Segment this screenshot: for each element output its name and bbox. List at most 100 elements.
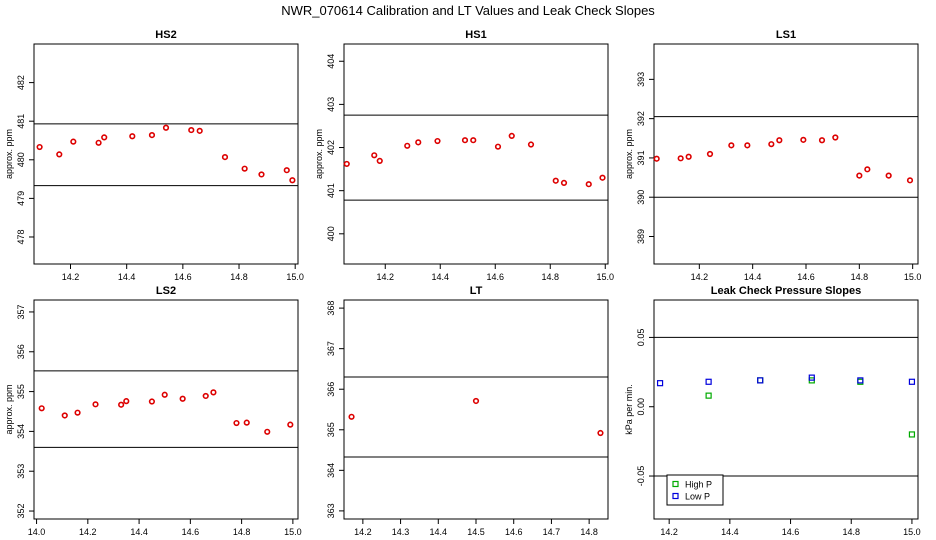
data-point — [885, 172, 892, 179]
y-tick-label: 356 — [16, 344, 26, 359]
data-point — [70, 138, 77, 145]
data-point — [776, 137, 783, 144]
x-tick-label: 14.4 — [744, 272, 762, 282]
x-tick-label: 14.8 — [851, 272, 869, 282]
data-point — [434, 137, 441, 145]
data-point — [38, 405, 45, 412]
data-point — [129, 133, 136, 140]
data-point — [508, 132, 515, 139]
y-axis-label: approx. ppm — [4, 129, 14, 179]
x-tick-label: 14.2 — [691, 272, 709, 282]
y-tick-label: 368 — [326, 301, 336, 316]
x-tick-label: 15.0 — [596, 272, 614, 282]
x-tick-label: 14.6 — [797, 272, 815, 282]
y-tick-label: -0.05 — [636, 466, 646, 487]
x-tick-label: 14.5 — [467, 527, 485, 537]
y-tick-label: 355 — [16, 384, 26, 399]
x-tick-label: 14.4 — [431, 272, 449, 282]
x-tick-label: 14.8 — [233, 527, 251, 537]
data-point — [61, 412, 68, 419]
data-point — [494, 143, 502, 150]
y-tick-label: 481 — [16, 114, 26, 129]
data-point — [287, 421, 294, 428]
x-tick-label: 14.2 — [376, 272, 394, 282]
y-tick-label: 364 — [326, 463, 336, 478]
panel-title: LS2 — [156, 285, 176, 297]
x-tick-label: 14.6 — [486, 272, 504, 282]
chart-panels: HS2 14.2 14.4 14.6 14.8 15.0 478 479 480 481 482 ap… — [4, 29, 921, 537]
x-tick-label: 14.7 — [543, 527, 561, 537]
y-tick-label: 366 — [326, 382, 336, 397]
data-point — [818, 137, 826, 144]
data-point — [527, 141, 535, 148]
x-tick-label: 14.0 — [28, 527, 46, 537]
data-point — [56, 151, 63, 158]
data-point — [461, 137, 469, 144]
data-point — [101, 134, 108, 141]
y-tick-label: 352 — [16, 504, 26, 519]
data-point — [376, 157, 383, 165]
y-tick-label: 402 — [326, 140, 336, 155]
data-point — [95, 139, 102, 146]
y-tick-label: 363 — [326, 503, 336, 518]
data-point — [74, 409, 81, 416]
legend: High P Low P — [666, 474, 724, 506]
data-point — [123, 398, 130, 405]
data-point — [162, 124, 170, 131]
data-point — [188, 126, 195, 134]
y-tick-label: 478 — [16, 229, 26, 244]
x-tick-label: 14.2 — [660, 527, 678, 537]
data-point — [202, 392, 209, 400]
legend-label: Low P — [685, 492, 710, 502]
data-point — [343, 160, 350, 168]
y-axis-label: approx. ppm — [624, 129, 634, 179]
data-point — [857, 377, 864, 384]
data-point — [599, 174, 606, 181]
data-point — [196, 127, 203, 134]
data-point — [656, 380, 664, 387]
data-point — [768, 141, 775, 148]
panel-title: HS2 — [155, 29, 176, 41]
plot-frame — [653, 299, 919, 520]
panel-4: LS2 14.0 14.2 14.4 14.6 14.8 15.0 352 353 354 355 3… — [4, 285, 302, 537]
plot-frame — [653, 43, 919, 265]
data-point — [908, 431, 916, 438]
x-tick-label: 14.4 — [430, 527, 448, 537]
data-point — [241, 165, 248, 172]
data-point — [585, 181, 592, 188]
data-point — [857, 378, 864, 385]
data-point — [210, 389, 217, 396]
x-tick-label: 14.2 — [62, 272, 80, 282]
plot-frame — [33, 43, 299, 265]
data-point — [832, 134, 839, 141]
legend-marker — [672, 480, 679, 488]
x-tick-label: 15.0 — [904, 272, 922, 282]
data-point — [856, 172, 863, 179]
y-tick-label: 353 — [16, 464, 26, 479]
panel-title: Leak Check Pressure Slopes — [711, 285, 861, 297]
y-tick-label: 357 — [16, 304, 26, 319]
data-point — [92, 401, 99, 408]
data-point — [706, 150, 714, 158]
y-tick-label: 479 — [16, 191, 26, 206]
x-tick-label: 14.4 — [721, 527, 739, 537]
y-tick-label: 0.05 — [636, 329, 646, 347]
data-point — [470, 137, 477, 144]
figure-title: NWR_070614 Calibration and LT Values and… — [281, 3, 655, 18]
data-point — [179, 395, 186, 402]
data-point — [221, 153, 229, 161]
y-tick-label: 391 — [636, 150, 646, 165]
data-point — [258, 171, 265, 178]
y-tick-label: 480 — [16, 152, 26, 167]
data-point — [906, 177, 914, 184]
data-point — [404, 142, 411, 149]
data-point — [560, 179, 568, 187]
data-point — [36, 143, 43, 151]
panel-2: HS1 14.2 14.4 14.6 14.8 15.0 400 401 402 403 404 ap… — [314, 29, 614, 282]
panel-title: LS1 — [776, 29, 796, 41]
data-point — [800, 136, 807, 143]
data-point — [283, 167, 290, 174]
x-tick-label: 14.8 — [230, 272, 248, 282]
panel-title: LT — [470, 285, 483, 297]
